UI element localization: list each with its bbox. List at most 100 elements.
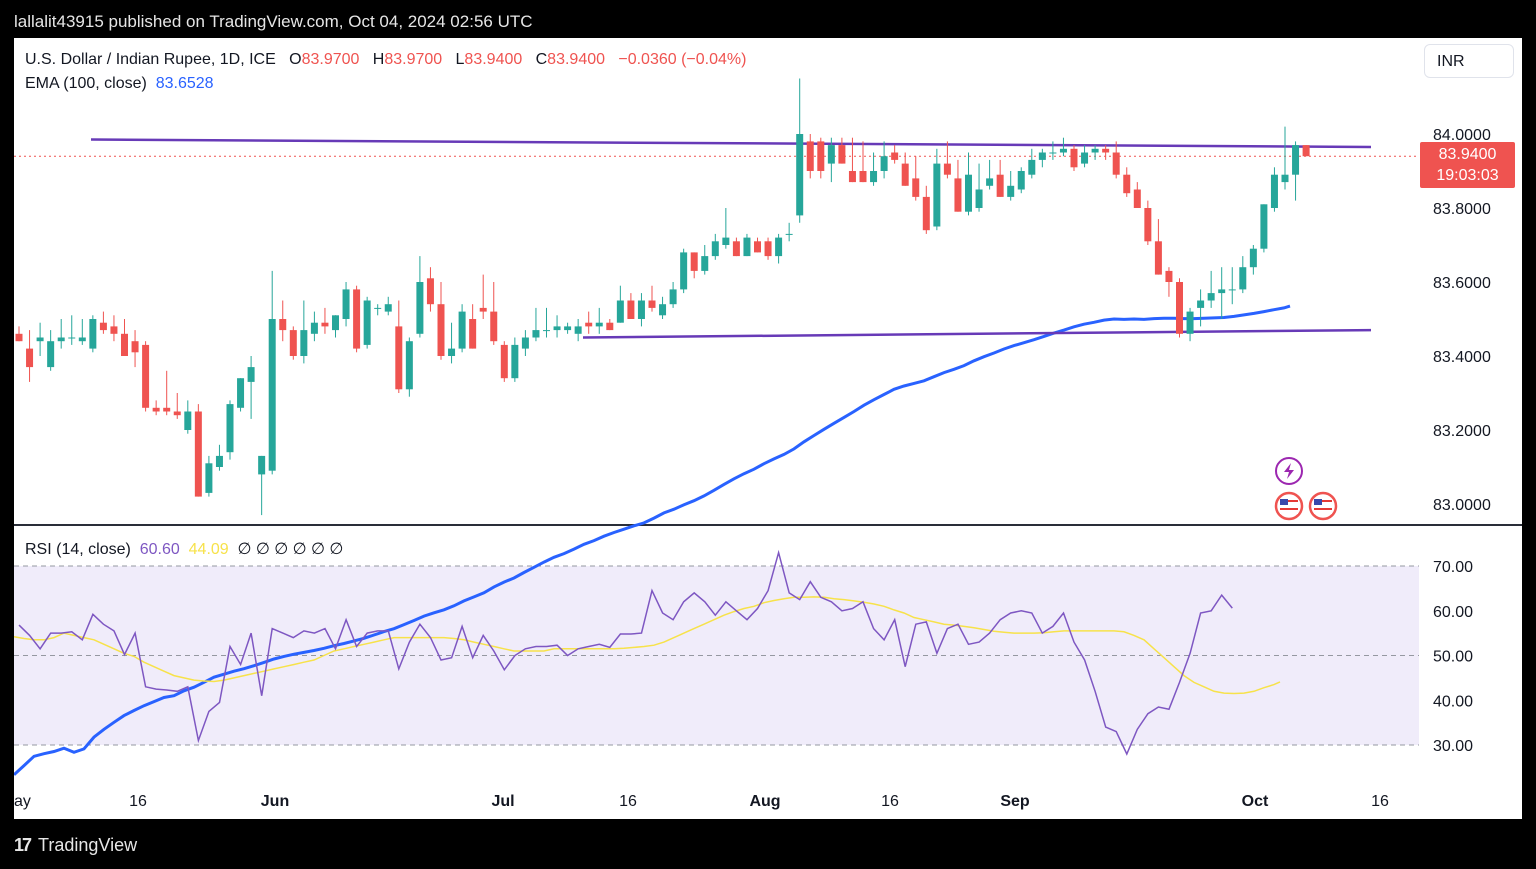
candle-body: [279, 319, 287, 331]
candle-body: [796, 134, 804, 216]
candle-body: [1249, 248, 1257, 268]
currency-button[interactable]: INR: [1424, 44, 1514, 78]
candle-body: [965, 174, 972, 212]
candle-body: [26, 348, 34, 368]
rsi-line: [18, 549, 1233, 756]
candle-body: [711, 241, 719, 257]
candle-body: [585, 322, 593, 327]
candle-body: [986, 178, 994, 186]
price-tick-label: 83.6000: [1433, 275, 1491, 292]
candle-body: [901, 163, 909, 186]
candle-body: [395, 326, 403, 390]
candle-body: [353, 289, 361, 349]
candle-body: [511, 344, 519, 379]
candle-body: [838, 145, 846, 164]
bar-countdown: 19:03:03: [1436, 167, 1499, 184]
candle-body: [1102, 148, 1110, 153]
time-tick-label: 16: [129, 793, 147, 810]
ema-label: EMA (100, close): [25, 75, 147, 92]
us-flag-event-icon[interactable]: [1308, 491, 1338, 521]
candle-body: [15, 333, 23, 342]
candle-body: [89, 319, 97, 349]
low-label: L: [455, 51, 465, 68]
rsi-legend[interactable]: RSI (14, close) 60.60 44.09 ∅ ∅ ∅ ∅ ∅ ∅: [25, 539, 343, 559]
rsi-tick-label: 40.00: [1433, 693, 1473, 710]
candle-body: [479, 307, 487, 312]
candle-body: [1165, 270, 1173, 282]
candle-body: [321, 322, 329, 327]
candle-body: [310, 322, 318, 334]
close-label: C: [535, 51, 548, 68]
rsi-tick-label: 30.00: [1433, 738, 1473, 755]
candle-body: [996, 174, 1004, 197]
candle-body: [785, 233, 793, 235]
candle-body: [268, 319, 276, 471]
candle-body: [1070, 148, 1078, 168]
candle-body: [110, 326, 118, 334]
candle-body: [36, 337, 44, 342]
footer-brand[interactable]: 17 TradingView: [14, 832, 137, 858]
time-tick-label: 16: [881, 793, 899, 810]
candle-body: [142, 344, 150, 408]
chart-canvas[interactable]: 84.0000 83.8000 83.6000 83.4000 83.2000 83.00…: [14, 38, 1522, 819]
candle-body: [595, 322, 603, 327]
publish-line: lallalit43915 published on TradingView.c…: [14, 12, 533, 31]
candle-body: [1144, 208, 1152, 242]
high-value: 83.9700: [384, 51, 443, 68]
candle-body: [954, 178, 962, 212]
candle-body: [743, 237, 751, 257]
candle-body: [57, 337, 65, 342]
candle-body: [448, 348, 456, 356]
candle-body: [922, 196, 930, 231]
time-tick-label: Sep: [1000, 793, 1030, 810]
us-flag-event-icon[interactable]: [1274, 491, 1304, 521]
candle-body: [933, 163, 941, 227]
price-tick-label: 83.8000: [1433, 201, 1491, 218]
time-tick-label: ay: [14, 793, 31, 810]
candle-body: [775, 237, 783, 257]
candle-body: [1091, 148, 1099, 153]
rsi-tick-label: 50.00: [1433, 649, 1473, 666]
time-tick-label: 16: [1371, 793, 1389, 810]
candle-body: [827, 145, 835, 164]
rsi-value: 60.60: [139, 541, 180, 558]
candle-body: [1176, 282, 1183, 334]
symbol-name[interactable]: U.S. Dollar / Indian Rupee, 1D, ICE: [25, 51, 276, 68]
candle-body: [247, 367, 255, 382]
time-tick-label: Oct: [1242, 793, 1269, 810]
tradingview-logo-icon: 17: [14, 835, 32, 855]
candle-body: [848, 171, 856, 183]
candle-body: [764, 241, 772, 257]
candle-body: [215, 455, 223, 467]
candle-body: [880, 156, 888, 171]
candle-body: [606, 322, 614, 331]
candle-body: [543, 330, 550, 332]
candle-body: [384, 304, 392, 312]
change-value: −0.0360 (−0.04%): [618, 51, 747, 68]
high-label: H: [372, 51, 385, 68]
lightning-event-icon[interactable]: [1275, 457, 1303, 485]
candle-body: [680, 252, 688, 290]
candle-body: [817, 141, 825, 171]
ema-legend[interactable]: EMA (100, close) 83.6528: [25, 75, 214, 93]
candle-body: [627, 300, 635, 319]
rsi-tick-label: 70.00: [1433, 559, 1473, 576]
time-tick-label: Jun: [261, 793, 289, 810]
candle-body: [289, 330, 297, 356]
candle-body: [1218, 289, 1226, 294]
candle-body: [405, 341, 413, 390]
time-tick-label: Aug: [749, 793, 780, 810]
chart-panel[interactable]: 84.0000 83.8000 83.6000 83.4000 83.2000 83.00…: [14, 38, 1522, 819]
candle-body: [870, 171, 878, 183]
candle-body: [912, 178, 920, 197]
ema-100-line: [14, 304, 1291, 776]
candle-body: [1260, 204, 1268, 249]
candle-body: [1123, 174, 1131, 194]
channel-lower-line: [582, 328, 1372, 339]
candle-body: [1081, 152, 1089, 164]
candle-body: [1017, 171, 1025, 190]
rsi-ma-value: 44.09: [188, 541, 229, 558]
candle-body: [1154, 241, 1162, 275]
candle-body: [943, 163, 951, 175]
candle-body: [1028, 159, 1036, 175]
